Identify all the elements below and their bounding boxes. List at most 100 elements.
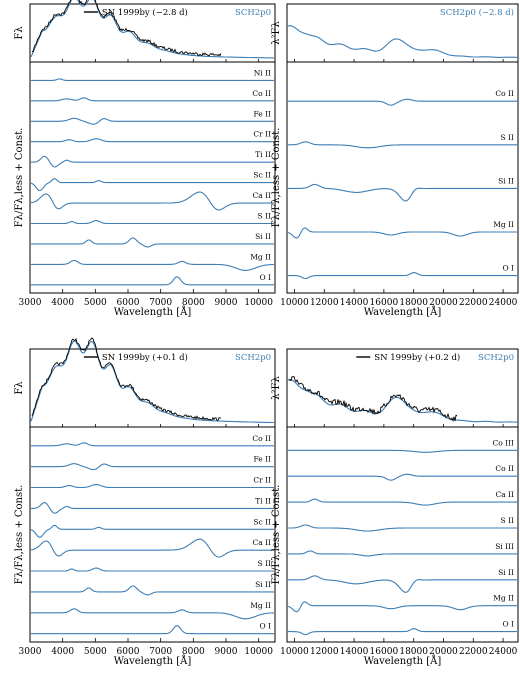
ion-label: Cr II [253,130,271,139]
x-axis-label: Wavelength [Å] [114,655,192,667]
ion-contribution-line [31,483,274,489]
ion-label: Co II [252,89,271,98]
x-tick-label: 5000 [84,298,107,308]
chart-panel-4: 10000 12000 14000 16000 18000 20000 22000 24000… [271,348,519,667]
ion-contribution-line [31,259,274,271]
bottom-y-axis-label: Fλ/Fλ,less + Const. [14,128,25,228]
ion-label: Ca II [495,490,514,499]
x-tick-label: 18000 [399,298,428,308]
x-tick-label: 22000 [459,298,488,308]
ion-contribution-line [30,538,274,558]
top-y-axis-label: λ²Fλ [271,376,282,400]
ion-contribution-line [30,191,274,211]
x-tick-label: 22000 [459,647,488,657]
ion-label: Mg II [493,220,514,229]
x-axis-label: Wavelength [Å] [114,306,192,318]
x-tick-label: 4000 [51,647,74,657]
x-tick-label: 14000 [340,647,369,657]
ion-label: Fe II [253,455,271,464]
ion-contribution-line [31,97,274,102]
x-tick-label: 18000 [399,647,428,657]
legend-observed-label: SN 1999by (−2.8 d) [102,7,188,18]
ion-contribution-line [31,78,274,81]
bottom-y-axis-label: Fλ/Fλ,less + Const. [271,128,282,228]
observed-spectrum-line [31,0,222,57]
ion-contribution-line [287,227,517,239]
chart-panel-1: 3000 4000 5000 6000 7000 8000 9000 10000 Wavelen… [14,0,276,318]
ion-label: Sc II [253,171,271,180]
x-tick-label: 7000 [149,298,172,308]
x-tick-label: 8000 [182,647,205,657]
ion-label: Cr II [253,476,271,485]
bottom-y-axis-label: Fλ/Fλ,less + Const. [14,485,25,585]
top-y-axis-label: Fλ [14,381,25,395]
x-tick-label: 4000 [51,298,74,308]
ion-contribution-line [31,585,274,596]
ion-label: Si II [255,580,271,589]
legend-observed-label: SN 1999by (+0.2 d) [374,352,460,363]
ion-label: Sc II [253,517,271,526]
ion-contribution-line [31,608,274,620]
x-axis-label: Wavelength [Å] [364,306,442,318]
ion-contribution-line [288,98,517,106]
ion-label: Ti II [255,150,271,159]
model-spectrum-line [287,25,517,58]
ion-contribution-line [31,463,274,471]
chart-panel-3: 3000 4000 5000 6000 7000 8000 9000 10000 Wavelen… [14,337,276,667]
ion-contribution-line [31,237,274,248]
x-tick-label: 10000 [244,647,273,657]
observed-spectrum-line [31,337,222,421]
x-tick-label: 12000 [310,298,339,308]
x-tick-label: 20000 [429,298,458,308]
ion-label: S II [501,133,514,142]
bottom-subplot-frame [286,426,519,643]
ion-label: Si III [495,542,514,551]
legend-model-label: SCH2p0 [478,353,514,363]
x-tick-label: 9000 [215,647,238,657]
bottom-y-axis-label: Fλ/Fλ,less + Const. [271,485,282,585]
x-tick-label: 24000 [489,647,518,657]
x-tick-label: 5000 [84,647,107,657]
ion-label: O I [503,620,515,629]
x-tick-label: 3000 [19,298,42,308]
ion-label: Ca II [252,191,271,200]
ion-contribution-line [288,473,517,481]
ion-contribution-line [288,524,517,532]
ion-contribution-line [31,442,274,447]
chart-panel-2: 10000 12000 14000 16000 18000 20000 22000 24000… [271,3,519,318]
legend-model-label: SCH2p0 [235,353,271,363]
bottom-subplot-frame [29,426,276,643]
ion-contribution-line [288,449,517,453]
x-tick-label: 6000 [117,647,140,657]
ion-label: Co II [252,434,271,443]
ion-label: Co II [495,89,514,98]
x-tick-label: 7000 [149,647,172,657]
ion-label: S II [258,211,271,220]
ion-contribution-line [288,628,517,636]
ion-label: Fe II [253,109,271,118]
ion-label: O I [260,273,272,282]
x-tick-label: 9000 [215,298,238,308]
x-tick-label: 16000 [370,298,399,308]
x-tick-label: 24000 [489,298,518,308]
model-spectrum-line [30,340,274,424]
x-tick-label: 3000 [19,647,42,657]
ion-contribution-line [30,524,274,538]
x-tick-label: 10000 [244,298,273,308]
x-tick-label: 16000 [370,647,399,657]
ion-contribution-line [31,502,274,514]
observed-spectrum-line [288,375,458,423]
ion-contribution-line [288,498,517,506]
x-axis-label: Wavelength [Å] [364,655,442,667]
x-tick-label: 10000 [280,647,309,657]
ion-contribution-line [31,219,274,225]
ion-contribution-line [31,625,274,635]
ion-label: Si II [255,232,271,241]
top-y-axis-label: λ²Fλ [271,21,282,45]
x-tick-label: 12000 [310,647,339,657]
ion-contribution-line [288,183,517,202]
model-spectrum-line [287,379,518,423]
ion-label: Ni II [254,68,271,77]
x-tick-label: 14000 [340,298,369,308]
